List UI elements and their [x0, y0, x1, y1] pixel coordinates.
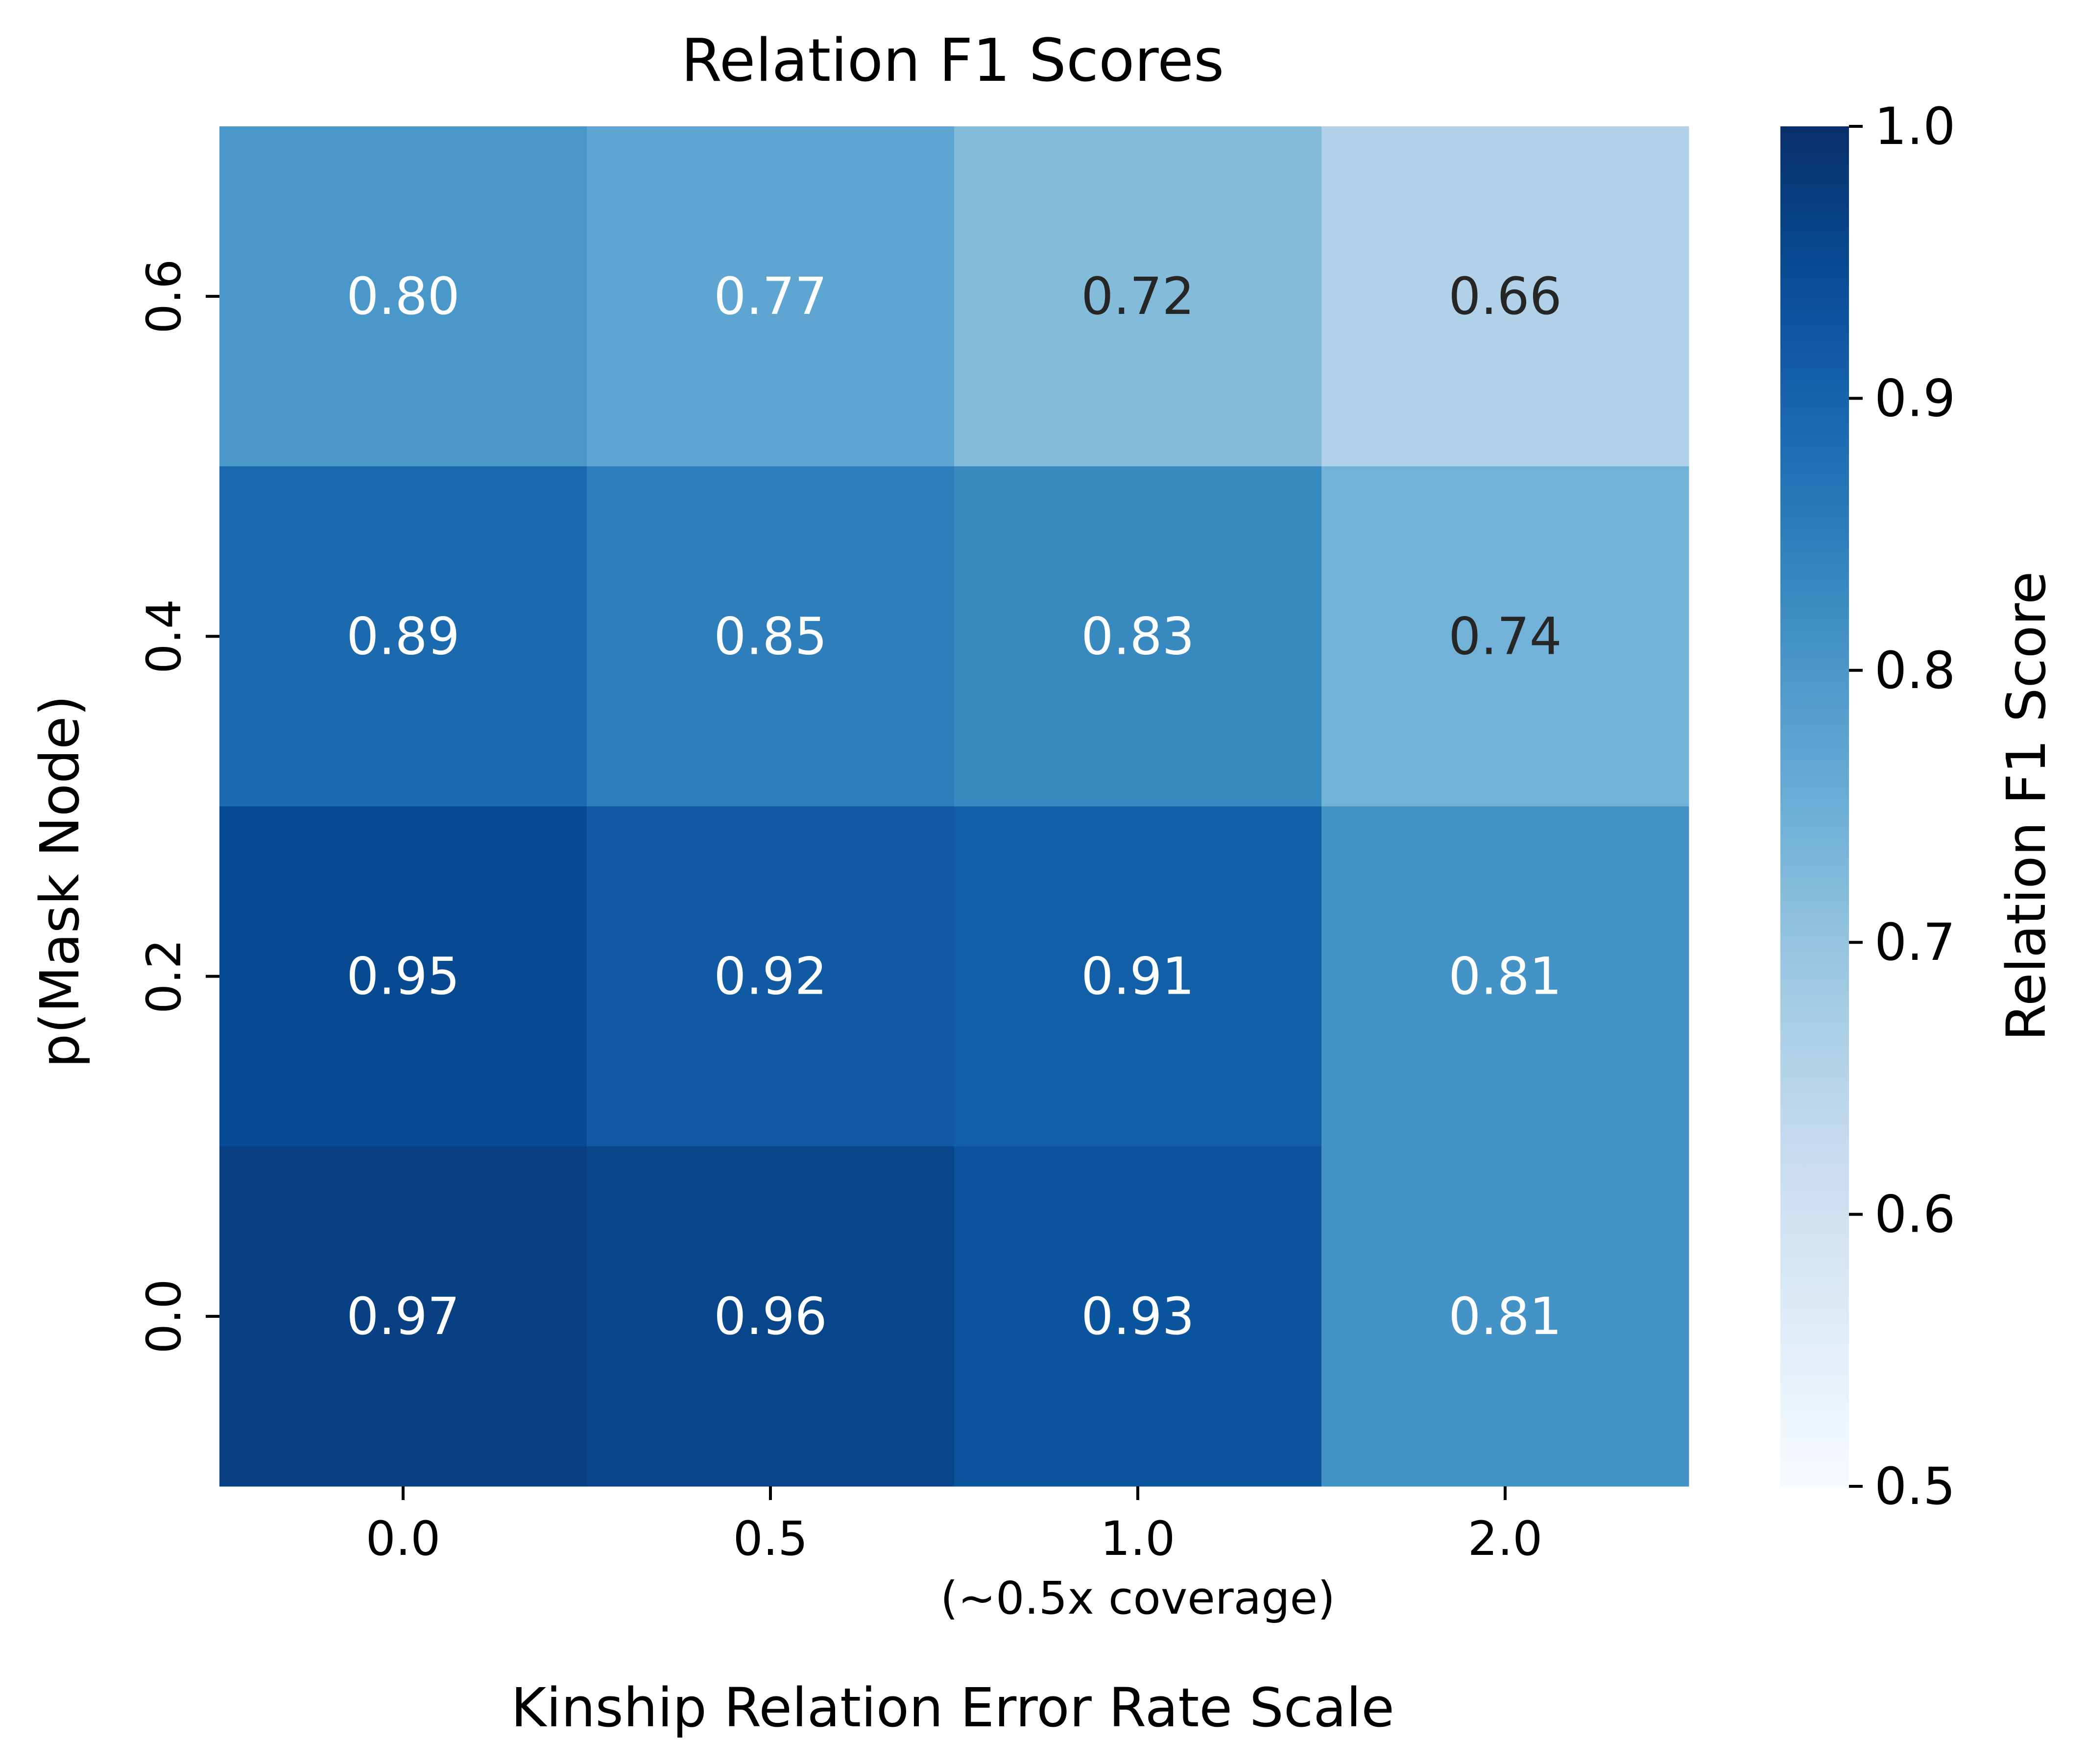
heatmap-cell	[587, 126, 955, 467]
cell-value-label: 0.89	[346, 606, 460, 666]
x-tick-label: 2.0	[1468, 1511, 1543, 1566]
x-tick-label: 1.0	[1101, 1511, 1175, 1566]
colorbar-tick-label: 0.6	[1874, 1185, 1955, 1244]
cell-value-label: 0.95	[346, 947, 460, 1006]
cell-value-label: 0.92	[714, 947, 827, 1006]
x-axis-label: Kinship Relation Error Rate Scale	[511, 1676, 1394, 1739]
heatmap-cell	[587, 1146, 955, 1487]
y-axis-ticks: 0.6 0.4 0.2 0.0	[137, 259, 219, 1354]
cell-value-label: 0.81	[1448, 947, 1562, 1006]
colorbar-ticks: 0.5 0.6 0.7 0.8 0.9 1.0	[1849, 96, 1955, 1516]
colorbar-label: Relation F1 Score	[1995, 571, 2058, 1041]
chart-title: Relation F1 Scores	[681, 27, 1224, 95]
heatmap-cell	[219, 1146, 587, 1487]
cell-value-label: 0.93	[1081, 1287, 1195, 1346]
heatmap-cell	[587, 806, 955, 1147]
heatmap-cell	[1321, 466, 1689, 807]
heatmap-cell	[954, 466, 1322, 807]
cell-value-label: 0.96	[714, 1287, 827, 1346]
heatmap-cell	[1321, 1146, 1689, 1487]
colorbar-tick-label: 0.9	[1874, 368, 1955, 428]
y-axis-label: p(Mask Node)	[28, 695, 91, 1068]
heatmap-cell	[587, 466, 955, 807]
x-tick-label: 0.0	[366, 1511, 441, 1566]
heatmap-cell	[1321, 806, 1689, 1147]
cell-value-label: 0.77	[714, 266, 827, 326]
colorbar-tick-label: 1.0	[1874, 96, 1955, 156]
heatmap-cell	[954, 1146, 1322, 1487]
x-tick-label: 0.5	[733, 1511, 808, 1566]
y-tick-label: 0.4	[137, 599, 192, 674]
cell-value-label: 0.83	[1081, 606, 1195, 666]
heatmap-cell	[219, 806, 587, 1147]
heatmap-cell	[219, 466, 587, 807]
y-tick-label: 0.2	[137, 939, 192, 1014]
heatmap-cells: 0.80 0.77 0.72 0.66 0.89 0.85 0.83 0.74 0.95 0.92…	[219, 126, 1689, 1487]
cell-value-label: 0.66	[1448, 266, 1562, 326]
cell-value-label: 0.91	[1081, 947, 1195, 1006]
cell-value-label: 0.72	[1081, 266, 1195, 326]
heatmap-cell	[219, 126, 587, 467]
x-axis-ticks: 0.0 0.5 1.0 (~0.5x coverage) 2.0	[366, 1486, 1543, 1624]
cell-value-label: 0.85	[714, 606, 827, 666]
heatmap-cell	[954, 806, 1322, 1147]
y-tick-label: 0.0	[137, 1279, 192, 1354]
x-tick-sublabel: (~0.5x coverage)	[940, 1572, 1335, 1624]
y-tick-label: 0.6	[137, 259, 192, 334]
colorbar	[1780, 126, 1849, 1486]
heatmap-cell	[954, 126, 1322, 467]
cell-value-label: 0.74	[1448, 606, 1562, 666]
colorbar-tick-label: 0.5	[1874, 1456, 1955, 1516]
cell-value-label: 0.97	[346, 1287, 460, 1346]
colorbar-tick-label: 0.8	[1874, 641, 1955, 700]
heatmap-cell	[1321, 126, 1689, 467]
cell-value-label: 0.80	[346, 266, 460, 326]
cell-value-label: 0.81	[1448, 1287, 1562, 1346]
colorbar-tick-label: 0.7	[1874, 912, 1955, 972]
